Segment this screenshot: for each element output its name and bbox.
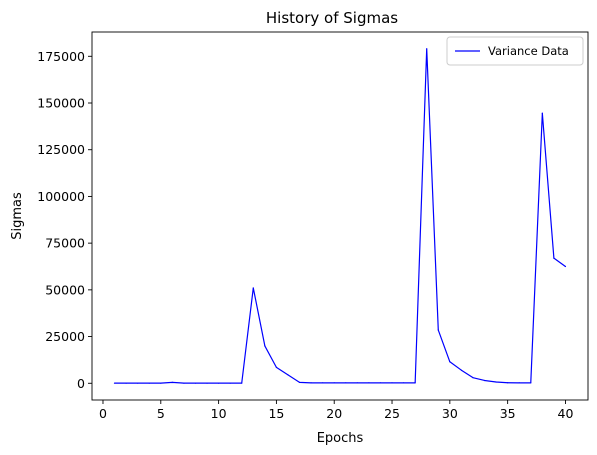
data-point [518,382,520,384]
y-tick-label: 25000 [45,329,85,344]
x-axis: 0 5 10 15 20 25 30 35 40 [99,400,573,421]
data-point [541,112,543,114]
data-point [310,382,312,384]
series-points [113,48,567,384]
data-point [553,257,555,259]
data-point [275,366,278,368]
y-tick-label: 75000 [45,236,85,251]
data-point [218,382,220,384]
data-point [229,382,231,384]
y-tick-label: 150000 [37,96,85,111]
data-point [391,382,393,384]
data-point [206,382,208,384]
data-point [368,382,370,384]
x-tick-label: 35 [500,406,516,421]
data-point [333,382,335,384]
data-point [171,381,173,383]
data-point [252,287,254,289]
y-tick-label: 175000 [37,49,85,64]
x-tick-label: 25 [384,406,400,421]
data-point [414,382,416,384]
series-lines [114,48,566,384]
y-tick-label: 100000 [37,189,85,204]
data-point [402,382,405,384]
data-point [183,382,185,384]
data-point [437,329,439,331]
x-tick-label: 0 [99,406,107,421]
data-point [298,381,301,383]
legend-box [446,36,584,66]
x-axis-label: Epochs [317,431,364,446]
data-point [507,382,509,384]
plot-area [91,31,589,401]
data-point [530,382,532,384]
data-point [137,382,139,384]
data-point [148,382,150,384]
data-point [460,369,462,371]
y-axis: 0 25000 50000 75000 100000 125000 150000 175000 [37,49,92,391]
data-point [264,345,266,347]
data-point [564,265,567,268]
data-point [426,48,428,50]
x-tick-label: 10 [211,406,227,421]
legend: Variance Data [446,36,584,66]
data-point [160,382,162,384]
x-tick-label: 20 [326,406,342,421]
data-point [483,379,486,382]
x-tick-label: 5 [157,406,165,421]
chart-title: History of Sigmas [266,9,398,27]
x-tick-label: 40 [558,406,574,421]
y-tick-label: 50000 [45,282,85,297]
y-axis-label: Sigmas [10,192,25,240]
data-point [241,382,243,384]
plot-frame [91,31,589,401]
data-point [287,374,289,376]
data-point [356,382,358,384]
legend-label: Variance Data [488,44,569,58]
data-point [449,361,451,363]
data-point [322,382,324,384]
data-point [495,381,497,383]
data-point [345,382,347,384]
data-point [113,382,116,384]
data-point [194,382,197,384]
x-tick-label: 30 [442,406,458,421]
y-tick-label: 125000 [37,142,85,157]
data-point [379,382,382,384]
series-line-0 [114,48,566,384]
data-point [472,377,474,379]
y-tick-label: 0 [77,376,85,391]
x-tick-label: 15 [268,406,284,421]
data-point [125,382,127,384]
